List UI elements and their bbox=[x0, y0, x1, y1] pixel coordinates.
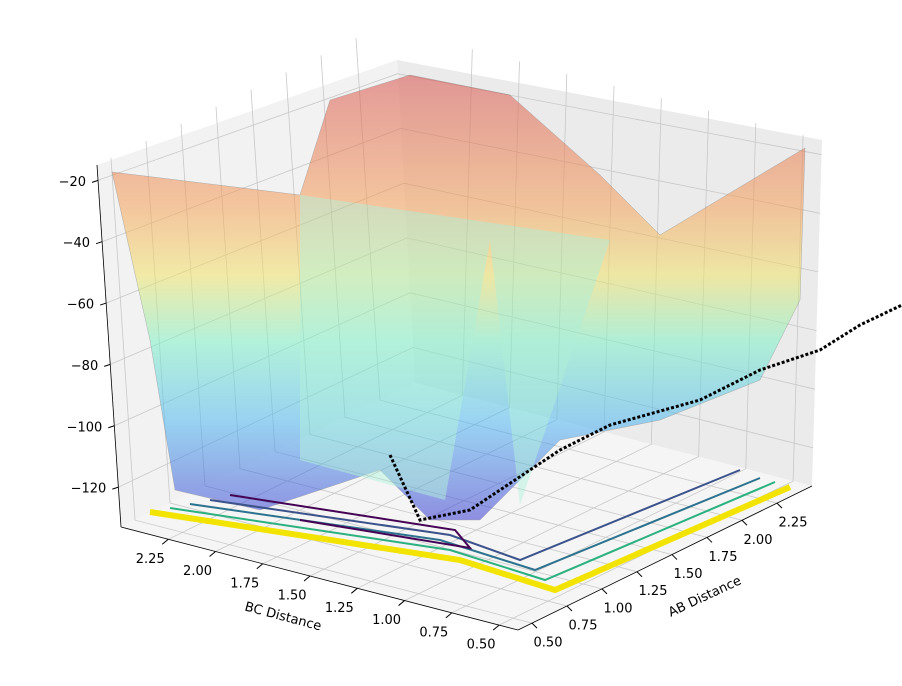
x-tick-label: 0.75 bbox=[419, 625, 448, 640]
z-tick bbox=[91, 179, 99, 183]
z-tick bbox=[95, 241, 103, 245]
y-tick bbox=[671, 554, 678, 560]
x-tick bbox=[209, 551, 216, 557]
contours bbox=[149, 469, 792, 594]
y-tick bbox=[706, 537, 713, 543]
x-tick-label: 1.75 bbox=[230, 576, 259, 591]
x-tick-label: 1.50 bbox=[278, 589, 307, 604]
z-tick-label: −40 bbox=[63, 236, 90, 251]
y-tick bbox=[776, 502, 783, 509]
y-tick bbox=[531, 622, 538, 629]
x-tick bbox=[398, 600, 405, 606]
surface bbox=[111, 74, 806, 521]
y-tick-label: 0.75 bbox=[569, 619, 598, 634]
contour bbox=[149, 484, 792, 594]
x-tick bbox=[161, 538, 169, 545]
x-tick bbox=[445, 612, 453, 619]
grid-line bbox=[357, 98, 662, 589]
trajectory bbox=[388, 303, 902, 522]
x-tick-label: 0.50 bbox=[467, 638, 496, 653]
x-tick bbox=[492, 624, 500, 631]
x-tick-label: 1.25 bbox=[325, 601, 354, 616]
z-tick-label: −100 bbox=[67, 420, 103, 435]
contour bbox=[169, 481, 776, 582]
z-tick bbox=[112, 486, 119, 490]
x-tick-label: 1.00 bbox=[372, 613, 401, 628]
y-tick bbox=[566, 605, 573, 612]
x-tick bbox=[350, 587, 358, 594]
z-tick bbox=[108, 425, 115, 429]
contour bbox=[209, 469, 741, 562]
x-tick bbox=[256, 563, 264, 570]
y-tick-label: 1.25 bbox=[639, 584, 668, 599]
grid-line bbox=[110, 158, 533, 624]
y-tick-label: 1.75 bbox=[709, 550, 738, 565]
grid-line bbox=[97, 73, 822, 181]
z-tick bbox=[99, 302, 107, 306]
y-tick-label: 1.50 bbox=[674, 567, 703, 582]
axes: 0.50 0.75 1.00 1.25 1.50 1.75 2.00 2.25 0.50 0.75… bbox=[59, 164, 813, 653]
y-tick-label: 0.50 bbox=[534, 636, 563, 651]
contour bbox=[229, 494, 473, 550]
y-tick bbox=[636, 571, 643, 578]
x-tick-label: 2.00 bbox=[183, 564, 212, 579]
z-tick-label: −60 bbox=[67, 298, 94, 313]
z-tick-label: −120 bbox=[71, 482, 107, 497]
x-tick-label: 2.25 bbox=[136, 552, 165, 567]
x-tick bbox=[303, 575, 311, 582]
y-tick bbox=[741, 519, 748, 526]
y-tick-label: 2.00 bbox=[744, 533, 773, 548]
y-tick-label: 1.00 bbox=[604, 601, 633, 616]
y-tick bbox=[601, 588, 608, 595]
z-tick bbox=[104, 363, 111, 367]
z-axis-line bbox=[96, 164, 122, 528]
x-axis-label: BC Distance bbox=[243, 600, 323, 635]
z-tick-label: −20 bbox=[59, 175, 86, 190]
z-tick-label: −80 bbox=[71, 359, 98, 374]
surface-valley bbox=[300, 195, 610, 505]
surface-patch bbox=[111, 74, 806, 521]
y-tick-label: 2.25 bbox=[779, 516, 808, 531]
